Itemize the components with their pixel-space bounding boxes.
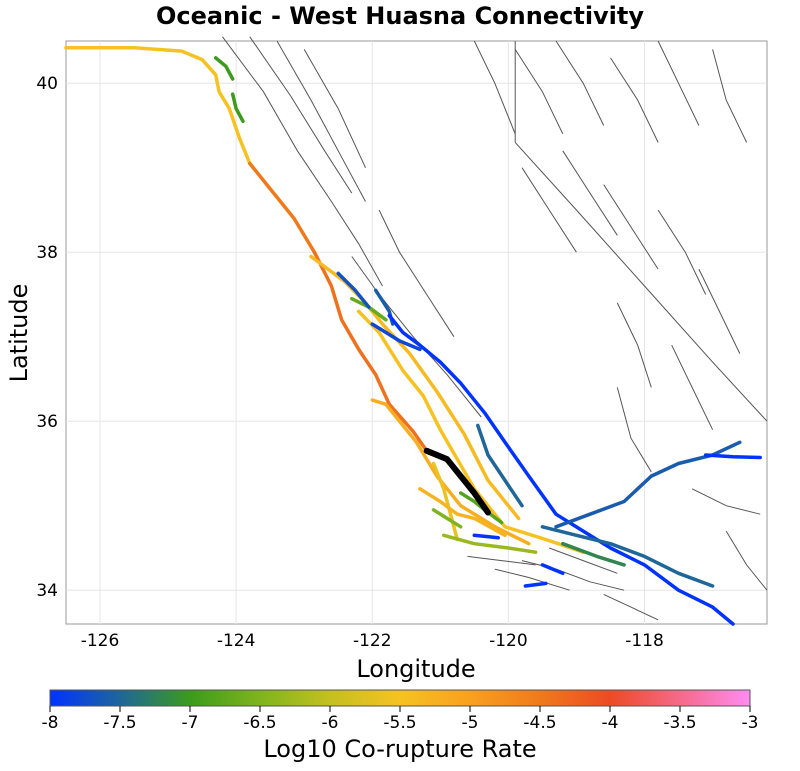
fault-section-1 [227, 106, 252, 166]
colorbar-tick-label-1: -7.5 [103, 713, 136, 733]
fault-section-9 [431, 461, 460, 542]
background-fault-5 [378, 209, 455, 337]
background-fault-1 [249, 36, 353, 194]
y-axis-ticks: 34 36 38 40 [36, 74, 58, 601]
background-fault-26 [603, 593, 659, 621]
fault-section-7 [356, 309, 585, 554]
background-fault-9 [610, 57, 659, 143]
background-fault-11 [712, 49, 748, 143]
colorbar-tick-label-6: -5 [462, 713, 479, 733]
background-fault-21 [616, 387, 652, 473]
colorbar-tick-label-4: -6 [322, 713, 339, 733]
background-fault-13 [562, 150, 618, 236]
fault-section-25 [523, 581, 548, 588]
fault-section-4 [230, 92, 245, 124]
x-tick-label-1: -124 [217, 631, 256, 651]
background-fault-24 [521, 560, 625, 591]
y-tick-label-0: 34 [36, 581, 58, 601]
fault-section-20 [431, 508, 463, 529]
fault-section-22 [561, 541, 626, 567]
fault-section-21 [441, 533, 538, 554]
x-axis-ticks: -126 -124 -122 -120 -118 [81, 631, 664, 651]
colorbar-tick-label-8: -4 [602, 713, 619, 733]
background-fault-16 [698, 268, 741, 354]
colorbar-ticks: -8 -7.5 -7 -6.5 -6 -5.5 -5 -4.5 -4 -3.5 -3 [42, 706, 759, 733]
plot-area [65, 40, 768, 625]
background-fault-12 [521, 167, 577, 253]
fault-section-2 [248, 161, 317, 254]
fault-section-18 [703, 453, 762, 460]
background-fault-4 [351, 256, 482, 418]
fault-section-10 [418, 487, 507, 538]
chart-title: Oceanic - West Huasna Connectivity [156, 2, 644, 30]
colorbar-tick-label-10: -3 [742, 713, 759, 733]
colorbar-tick-label-3: -6.5 [243, 713, 276, 733]
background-fault-7 [514, 49, 564, 135]
fault-section-15 [476, 423, 524, 508]
fault-section-14 [370, 322, 422, 352]
x-tick-label-0: -126 [81, 631, 120, 651]
background-fault-3 [303, 49, 366, 168]
fault-section-24 [540, 563, 565, 576]
background-fault-18 [671, 344, 714, 430]
y-tick-label-3: 40 [36, 74, 58, 94]
west-huasna-fault [423, 447, 491, 516]
fault-section-13 [387, 313, 735, 626]
fault-section-8 [370, 398, 531, 546]
background-fault-8 [555, 40, 605, 126]
y-tick-label-2: 38 [36, 243, 58, 263]
x-tick-label-4: -118 [625, 631, 664, 651]
background-fault-20 [514, 142, 768, 422]
background-fault-27 [549, 547, 618, 574]
fault-section-26 [336, 271, 371, 309]
colorbar-label: Log10 Co-rupture Rate [263, 735, 536, 763]
background-fault-2 [276, 40, 366, 202]
background-fault-17 [616, 302, 652, 388]
background-fault-6 [473, 40, 516, 135]
fault-section-5 [213, 56, 235, 81]
background-fault-15 [657, 209, 707, 295]
background-fault-0 [222, 36, 383, 287]
background-faults [222, 36, 768, 621]
x-axis-label: Longitude [356, 655, 475, 683]
grid-lines [66, 41, 767, 624]
colorbar-tick-label-0: -8 [42, 713, 59, 733]
fault-section-19 [458, 491, 504, 525]
fault-section-0 [64, 46, 232, 111]
y-axis-label: Latitude [5, 284, 33, 383]
background-fault-14 [603, 184, 659, 270]
background-fault-25 [494, 568, 570, 591]
fault-section-3 [312, 250, 429, 453]
fault-sections [64, 46, 762, 626]
background-fault-22 [691, 488, 761, 515]
colorbar-tick-label-5: -5.5 [383, 713, 416, 733]
x-tick-label-2: -122 [353, 631, 392, 651]
y-tick-label-1: 36 [36, 412, 58, 432]
colorbar-tick-label-2: -7 [182, 713, 199, 733]
fault-section-23 [472, 533, 500, 540]
fault-section-16 [540, 525, 715, 588]
x-tick-label-3: -120 [489, 631, 528, 651]
colorbar [49, 689, 751, 707]
colorbar-tick-label-7: -4.5 [523, 713, 556, 733]
background-fault-28 [467, 555, 536, 566]
highlight-fault [423, 447, 491, 516]
background-fault-23 [725, 530, 768, 591]
background-fault-10 [657, 40, 700, 126]
colorbar-tick-label-9: -3.5 [663, 713, 696, 733]
